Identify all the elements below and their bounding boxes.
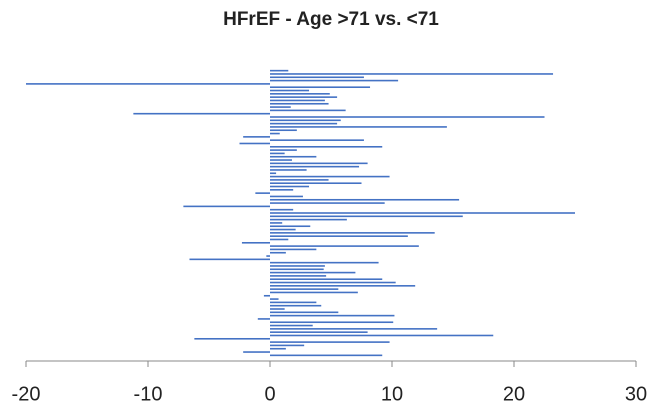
bar bbox=[270, 248, 317, 251]
bar bbox=[270, 215, 463, 218]
bar bbox=[243, 136, 270, 138]
bar bbox=[270, 304, 322, 307]
x-tick-label: -10 bbox=[134, 383, 163, 405]
bar bbox=[270, 139, 364, 141]
bar bbox=[270, 149, 297, 151]
bar bbox=[133, 112, 270, 115]
bar bbox=[270, 308, 285, 310]
bar bbox=[270, 179, 329, 181]
bar bbox=[270, 275, 327, 277]
x-tick-label: 30 bbox=[625, 383, 647, 405]
bar bbox=[270, 99, 325, 102]
bar bbox=[270, 268, 324, 271]
bar bbox=[270, 129, 297, 132]
bar bbox=[255, 192, 270, 194]
bar bbox=[270, 334, 494, 337]
bar bbox=[270, 225, 311, 228]
bar bbox=[243, 351, 270, 353]
bar bbox=[270, 265, 325, 267]
bar bbox=[270, 245, 419, 247]
bar bbox=[270, 96, 338, 98]
bar bbox=[270, 321, 394, 324]
bar bbox=[189, 258, 270, 261]
bar bbox=[270, 288, 339, 290]
bar bbox=[270, 341, 390, 343]
bar bbox=[270, 324, 313, 327]
bar bbox=[270, 102, 329, 105]
x-tick-label: 10 bbox=[381, 383, 403, 405]
bar bbox=[270, 195, 303, 198]
bar bbox=[270, 311, 339, 314]
bar bbox=[270, 251, 286, 254]
bar bbox=[270, 285, 416, 287]
bar bbox=[270, 208, 294, 211]
bar bbox=[270, 202, 385, 204]
bar bbox=[26, 83, 270, 85]
bar bbox=[263, 294, 270, 297]
bar bbox=[270, 155, 317, 158]
bar bbox=[270, 69, 289, 72]
bar bbox=[270, 116, 545, 118]
bar bbox=[270, 344, 305, 347]
bar bbox=[270, 354, 383, 357]
bar bbox=[270, 162, 368, 165]
bar bbox=[270, 145, 383, 148]
bar bbox=[270, 165, 360, 168]
bar bbox=[270, 278, 383, 281]
bar bbox=[270, 89, 310, 92]
bar bbox=[270, 132, 280, 135]
bar bbox=[270, 119, 341, 122]
bar bbox=[270, 261, 379, 264]
bar bbox=[270, 271, 356, 274]
bar bbox=[194, 337, 270, 340]
bar bbox=[270, 109, 346, 112]
bar bbox=[270, 218, 347, 221]
bar bbox=[270, 212, 575, 214]
x-tick-label: 0 bbox=[264, 383, 275, 405]
bar bbox=[270, 169, 307, 171]
bar bbox=[270, 73, 554, 75]
bar bbox=[270, 232, 435, 234]
bar bbox=[270, 79, 399, 82]
bar bbox=[270, 228, 296, 231]
bar bbox=[270, 182, 362, 185]
bar bbox=[270, 301, 317, 304]
bar bbox=[257, 318, 270, 320]
bar bbox=[270, 281, 396, 284]
bar bbox=[270, 298, 279, 300]
bar bbox=[270, 93, 330, 95]
bar bbox=[270, 198, 460, 201]
bar bbox=[270, 76, 364, 79]
bar bbox=[270, 185, 310, 188]
bar bbox=[270, 126, 447, 128]
x-tick-label: -20 bbox=[12, 383, 41, 405]
bar bbox=[270, 331, 368, 333]
bar bbox=[270, 86, 371, 89]
bar bbox=[270, 172, 277, 175]
bar bbox=[270, 159, 292, 161]
bar bbox=[270, 122, 338, 125]
bar bbox=[270, 106, 291, 108]
bar bbox=[270, 291, 358, 294]
bar bbox=[270, 235, 408, 237]
bar bbox=[183, 205, 270, 208]
bar bbox=[270, 347, 286, 350]
bar bbox=[270, 152, 285, 155]
bar bbox=[270, 222, 283, 224]
bar bbox=[270, 328, 438, 330]
bar bbox=[239, 142, 270, 145]
bar bbox=[270, 314, 395, 317]
chart-title: HFrEF - Age >71 vs. <71 bbox=[223, 9, 439, 30]
bar bbox=[270, 175, 390, 178]
bar bbox=[266, 255, 270, 257]
x-tick-label: 20 bbox=[503, 383, 525, 405]
bar bbox=[270, 189, 294, 191]
bar bbox=[241, 241, 270, 244]
bar bbox=[270, 238, 289, 241]
